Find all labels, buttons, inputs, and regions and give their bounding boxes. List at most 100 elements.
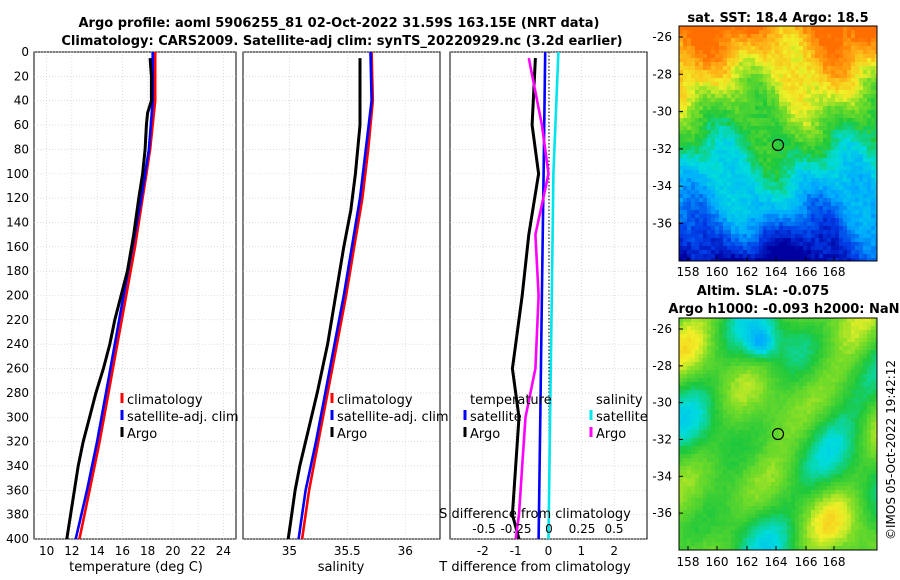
map-cell [779,254,784,259]
map-cell [707,170,712,175]
map-cell [679,358,684,363]
map-cell [779,102,784,107]
map-cell [823,338,828,343]
map-cell [743,398,748,403]
map-cell [839,430,844,435]
map-cell [707,94,712,99]
map-cell [875,370,877,375]
map-cell [863,326,868,331]
map-cell [835,190,840,195]
map-cell [707,70,712,75]
map-cell [847,30,852,35]
map-cell [759,202,764,207]
map-cell [747,162,752,167]
map-cell [767,238,772,243]
map-cell [683,446,688,451]
map-cell [871,162,876,167]
map-cell [767,70,772,75]
map-cell [747,122,752,127]
map-cell [863,98,868,103]
map-cell [819,398,824,403]
map-cell [703,386,708,391]
map-cell [783,202,788,207]
map-cell [695,234,700,239]
map-cell [735,142,740,147]
map-cell [707,118,712,123]
map-cell [795,246,800,251]
map-cell [795,234,800,239]
map-cell [835,106,840,111]
map-cell [751,122,756,127]
map-cell [723,370,728,375]
map-cell [859,402,864,407]
map-cell [799,126,804,131]
map-cell [779,194,784,199]
map-cell [735,90,740,95]
map-cell [799,42,804,47]
map-cell [699,58,704,63]
map-cell [683,130,688,135]
map-cell [747,38,752,43]
map-cell [791,46,796,51]
map-cell [695,222,700,227]
map-cell [687,390,692,395]
map-cell [775,38,780,43]
map-cell [831,414,836,419]
map-cell [855,206,860,211]
map-cell [855,386,860,391]
map-cell [735,226,740,231]
map-cell [755,38,760,43]
map-cell [803,458,808,463]
map-cell [751,414,756,419]
map-cell [811,106,816,111]
map-cell [739,58,744,63]
map-cell [851,182,856,187]
map-cell [815,142,820,147]
map-cell [867,46,872,51]
map-cell [683,454,688,459]
map-cell [847,234,852,239]
map-cell [759,418,764,423]
map-cell [795,330,800,335]
map-cell [839,138,844,143]
map-cell [779,418,784,423]
map-cell [767,50,772,55]
y-tick-label: 200 [6,289,29,303]
map-cell [683,338,688,343]
map-cell [715,110,720,115]
map-cell [767,42,772,47]
map-cell [739,142,744,147]
map-cell [707,90,712,95]
map-cell [727,174,732,179]
map-cell [763,362,768,367]
map-cell [683,434,688,439]
map-cell [851,422,856,427]
map-cell [691,406,696,411]
map-cell [871,242,876,247]
map-cell [811,138,816,143]
map-cell [751,346,756,351]
map-cell [787,190,792,195]
map-cell [847,338,852,343]
map-cell [751,238,756,243]
map-cell [835,354,840,359]
map-cell [847,398,852,403]
map-cell [779,210,784,215]
map-cell [815,90,820,95]
map-cell [855,374,860,379]
map-cell [699,202,704,207]
map-cell [799,382,804,387]
map-cell [735,214,740,219]
map-cell [775,90,780,95]
map-cell [875,378,877,383]
map-cell [871,354,876,359]
map-cell [779,142,784,147]
map-cell [839,118,844,123]
map-cell [811,210,816,215]
map-cell [875,194,877,199]
map-cell [751,438,756,443]
map-cell [755,210,760,215]
map-cell [691,422,696,427]
map-cell [815,222,820,227]
map-cell [863,458,868,463]
